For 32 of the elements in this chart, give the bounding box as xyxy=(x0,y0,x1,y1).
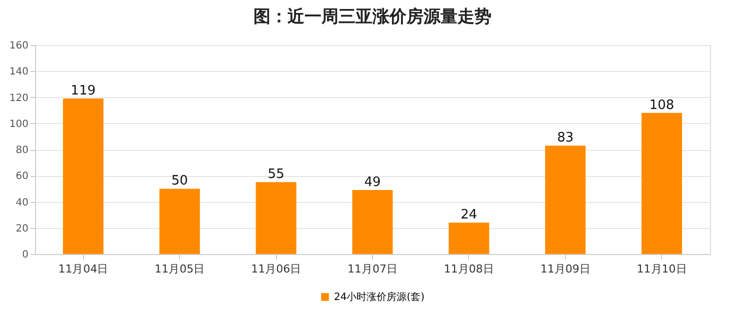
y-tick-label: 60 xyxy=(16,171,28,182)
data-label: 83 xyxy=(557,130,574,146)
legend-label: 24小时涨价房源(套) xyxy=(334,291,425,303)
x-tick-label: 11月06日 xyxy=(251,262,302,276)
x-tick-label: 11月09日 xyxy=(540,262,590,276)
y-tick-label: 140 xyxy=(9,66,28,78)
data-label: 49 xyxy=(364,174,381,190)
bar xyxy=(352,190,393,254)
x-tick-label: 11月05日 xyxy=(154,262,205,276)
bar xyxy=(62,98,104,254)
x-tick-label: 11月08日 xyxy=(444,262,494,276)
bar xyxy=(448,222,490,254)
x-tick-label: 11月07日 xyxy=(348,262,398,276)
y-tick-label: 120 xyxy=(9,92,28,104)
y-tick-label: 160 xyxy=(9,40,28,52)
x-tick-label: 11月04日 xyxy=(58,262,108,276)
bar xyxy=(256,182,296,254)
y-tick-label: 100 xyxy=(9,118,28,130)
y-tick-label: 40 xyxy=(16,197,28,208)
chart-title: 图：近一周三亚涨价房源量走势 xyxy=(254,7,492,27)
data-label: 55 xyxy=(268,167,284,182)
x-tick-label: 11月10日 xyxy=(636,262,687,276)
bar xyxy=(159,188,200,254)
bar xyxy=(545,146,586,254)
data-label: 50 xyxy=(171,174,188,189)
y-tick-label: 20 xyxy=(16,223,28,234)
y-tick-label: 0 xyxy=(22,250,28,260)
data-label: 108 xyxy=(649,98,674,113)
data-label: 24 xyxy=(460,208,478,223)
data-label: 119 xyxy=(70,84,96,99)
y-tick-label: 80 xyxy=(16,145,28,156)
bar xyxy=(642,112,682,254)
